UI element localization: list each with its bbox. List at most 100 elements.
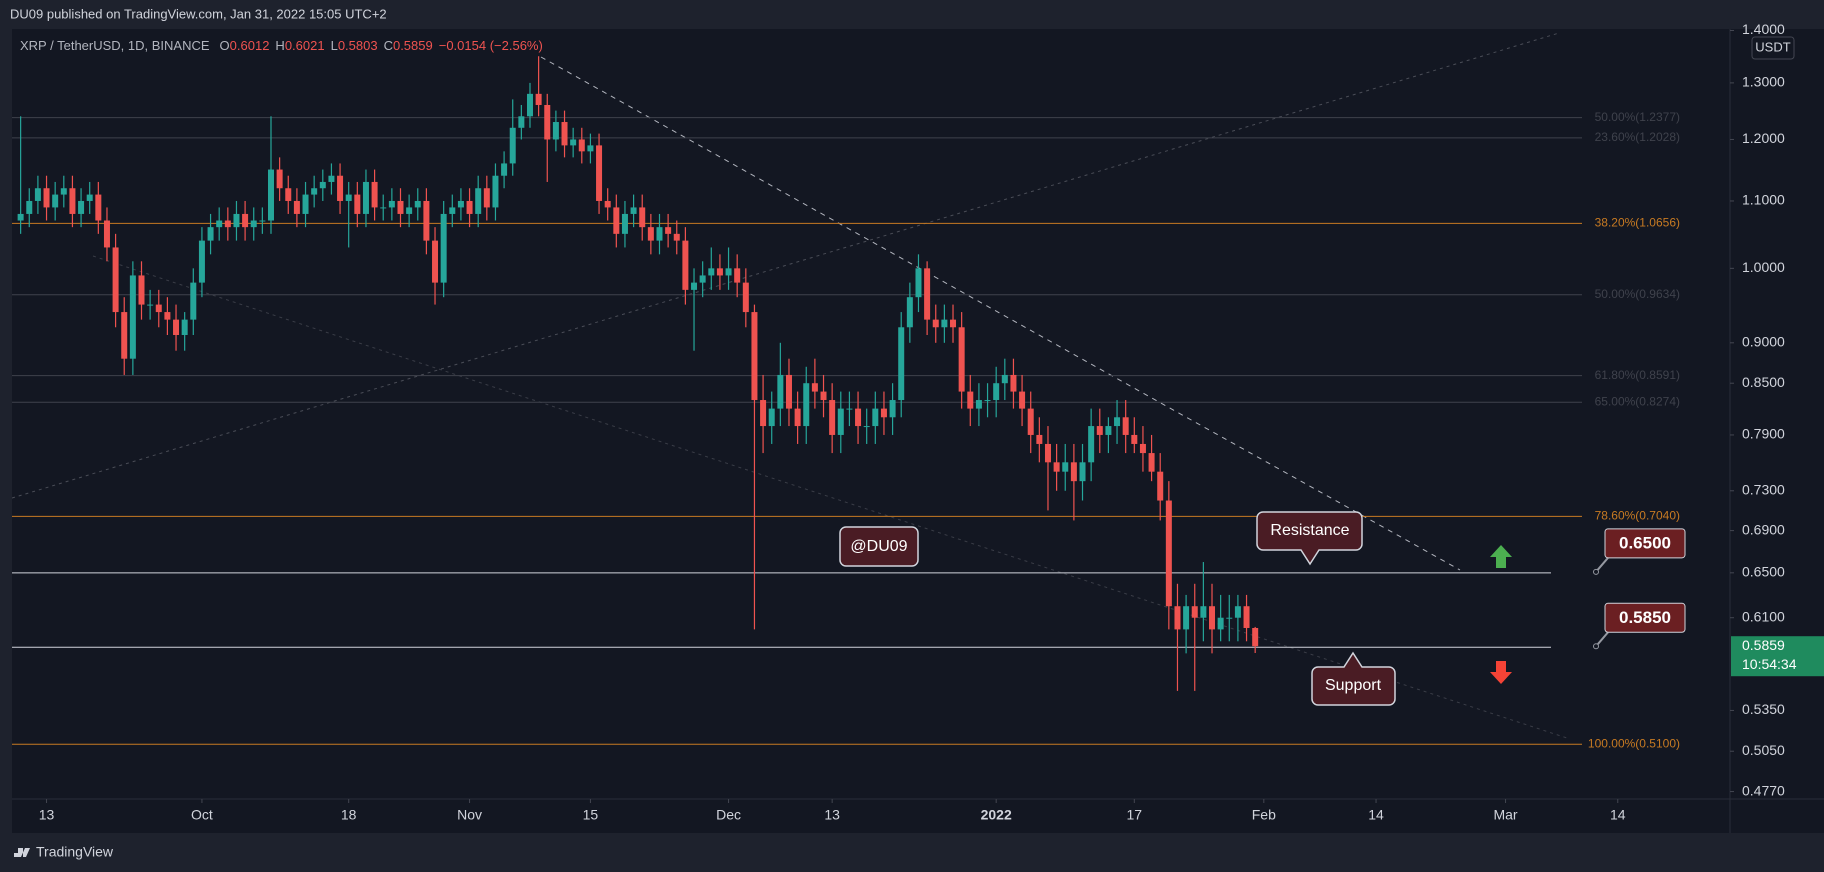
candle-body <box>691 282 698 290</box>
candle-body <box>941 319 948 328</box>
candle-body <box>621 213 628 234</box>
candle-body <box>846 408 853 410</box>
plot-area: 50.00%(1.2377) 23.60%(1.2028) 38.20%(1.065… <box>12 32 1680 750</box>
legend-prefix: L <box>331 38 338 53</box>
candle-body <box>52 194 59 208</box>
candle-body <box>86 194 93 201</box>
candle-body <box>1044 443 1051 463</box>
brand: TradingView <box>36 844 114 860</box>
candle-body <box>975 400 982 409</box>
candle-body <box>699 275 706 283</box>
candle-body <box>1027 408 1034 435</box>
currency: USDT <box>1755 39 1790 54</box>
y-tick-label: 0.5350 <box>1742 701 1785 717</box>
candle-body <box>242 213 249 228</box>
candle-body <box>475 188 482 214</box>
candle-body <box>406 207 413 214</box>
x-tick-label: 2022 <box>981 807 1012 823</box>
candle-body <box>803 383 810 427</box>
candle-body <box>906 297 913 328</box>
candle-body <box>734 268 741 283</box>
candle-body <box>380 207 387 209</box>
callout-label: Support <box>1325 677 1382 694</box>
candle-body <box>760 400 767 427</box>
candle-body <box>34 188 41 201</box>
candle-body <box>993 383 1000 401</box>
candle-body <box>207 227 214 241</box>
candle-body <box>60 188 67 195</box>
candle-body <box>354 194 361 214</box>
candle-body <box>164 312 171 320</box>
candle-body <box>837 408 844 435</box>
y-tick-label: 1.2000 <box>1742 130 1785 146</box>
candle-body <box>880 408 887 418</box>
candle-body <box>337 175 344 201</box>
candle-body <box>449 207 456 214</box>
x-tick-label: 14 <box>1610 807 1626 823</box>
candle-body <box>932 319 939 328</box>
x-tick-label: Feb <box>1252 807 1276 823</box>
candle-body <box>1191 606 1198 618</box>
footer-bar <box>0 833 1824 872</box>
candle-body <box>604 200 611 208</box>
y-tick-label: 0.6900 <box>1742 521 1785 537</box>
candle-body <box>1131 434 1138 444</box>
candle-body <box>1209 606 1216 630</box>
candle-body <box>371 181 378 208</box>
candle-body <box>984 400 991 402</box>
level-label: 0.6500 <box>1619 533 1671 552</box>
down-arrow <box>1490 661 1512 684</box>
candle-body <box>121 312 128 359</box>
candle-body <box>173 319 180 335</box>
candle-body <box>811 383 818 392</box>
candle-body <box>794 408 801 427</box>
x-tick-label: 15 <box>583 807 599 823</box>
candle-body <box>1036 434 1043 444</box>
candle-body <box>682 240 689 290</box>
candle-body <box>1088 426 1095 463</box>
legend-prefix: O <box>220 38 230 53</box>
candle-body <box>276 169 283 189</box>
candle-body <box>889 400 896 418</box>
price-label-box <box>1731 636 1824 677</box>
y-tick-label: 0.4770 <box>1742 782 1785 798</box>
header-bar <box>0 0 1824 29</box>
candle-body <box>466 200 473 214</box>
candle-body <box>647 227 654 241</box>
candle-body <box>1070 462 1077 482</box>
candle-body <box>665 227 672 234</box>
candle-body <box>138 275 145 305</box>
candle-body <box>1105 426 1112 435</box>
candle-body <box>181 319 188 335</box>
level-connector <box>1595 631 1609 647</box>
candle-body <box>1079 462 1086 482</box>
x-tick-label: 17 <box>1127 807 1143 823</box>
level-label-box <box>1604 528 1686 559</box>
candle-body <box>423 200 430 241</box>
legend-value: 0.5803 <box>338 38 378 53</box>
legend-symbol: XRP / TetherUSD, 1D, BINANCE <box>20 38 210 53</box>
candle-body <box>630 207 637 214</box>
x-tick-label: Dec <box>716 807 741 823</box>
candle-body <box>898 327 905 401</box>
y-tick-label: 0.5050 <box>1742 742 1785 758</box>
candle-body <box>293 200 300 214</box>
fib-label: 50.00%(0.9634) <box>1595 287 1680 301</box>
candle-body <box>1174 606 1181 630</box>
x-tick-label: 13 <box>39 807 55 823</box>
legend-prefix: H <box>275 38 284 53</box>
price-label: 0.5859 <box>1742 637 1785 653</box>
x-tick-label: Nov <box>457 807 482 823</box>
callout-label: Resistance <box>1270 522 1349 539</box>
candle-body <box>561 122 568 146</box>
x-tick-label: 18 <box>341 807 357 823</box>
candle-body <box>1165 500 1172 607</box>
legend-value: 0.5859 <box>393 38 433 53</box>
candle-body <box>259 220 266 222</box>
candle-body <box>1096 426 1103 435</box>
up-arrow <box>1490 545 1512 568</box>
candle-body <box>1243 606 1250 628</box>
candle-body <box>829 400 836 435</box>
candle-body <box>518 116 525 128</box>
candle-body <box>311 188 318 195</box>
